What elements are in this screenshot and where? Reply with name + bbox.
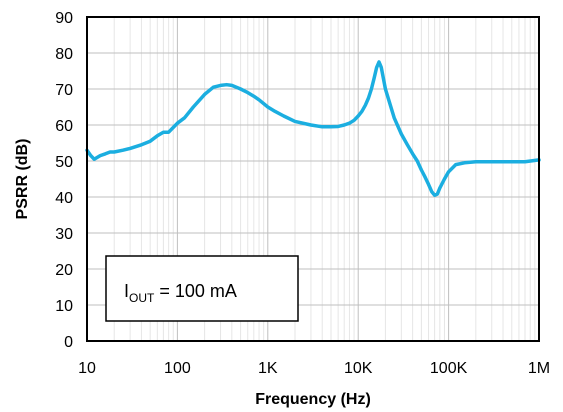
series-line: [85, 60, 541, 197]
y-axis-title: PSRR (dB): [14, 139, 31, 220]
x-tick-label: 10K: [344, 360, 373, 377]
x-tick-label: 1K: [258, 360, 278, 377]
y-tick-label: 30: [55, 226, 73, 243]
x-axis-title: Frequency (Hz): [255, 391, 371, 408]
psrr-series: [85, 60, 541, 197]
y-tick-label: 60: [55, 118, 73, 135]
y-tick-label: 10: [55, 298, 73, 315]
y-tick-label: 70: [55, 82, 73, 99]
y-tick-label: 90: [55, 10, 73, 27]
x-tick-label: 100K: [430, 360, 468, 377]
annotation-text: IOUT = 100 mA: [124, 281, 237, 305]
x-tick-label: 100: [164, 360, 191, 377]
plot-frame: [86, 16, 540, 342]
y-tick-labels: 0 10 20 30 40 50 60 70 80 90: [55, 10, 73, 351]
x-tick-label: 1M: [528, 360, 550, 377]
x-tick-label: 10: [78, 360, 96, 377]
annotation-box: IOUT = 100 mA: [105, 255, 299, 322]
y-tick-label: 50: [55, 154, 73, 171]
y-tick-label: 80: [55, 46, 73, 63]
y-tick-label: 40: [55, 190, 73, 207]
x-tick-labels: 10 100 1K 10K 100K 1M: [78, 360, 550, 377]
y-tick-label: 0: [64, 334, 73, 351]
y-tick-label: 20: [55, 262, 73, 279]
